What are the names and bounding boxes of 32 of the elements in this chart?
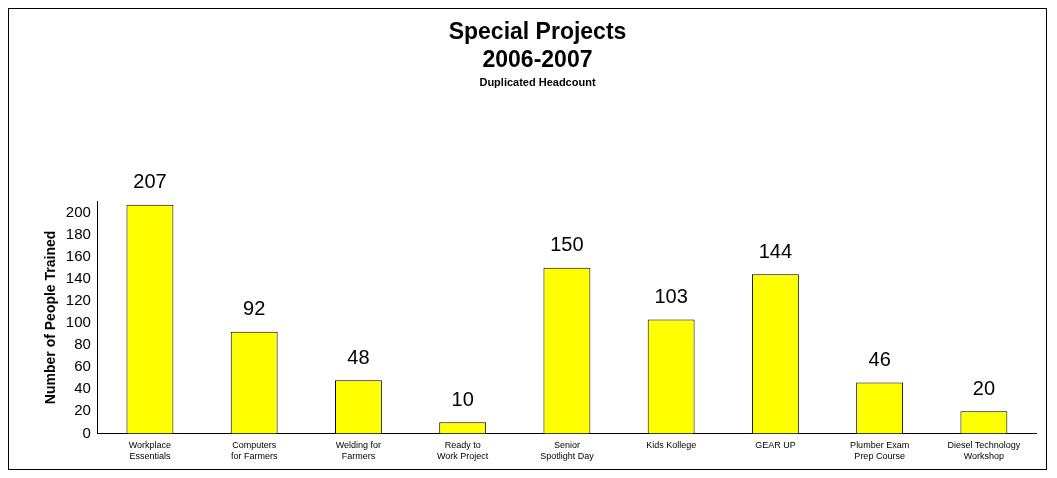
x-tick-label: Diesel Technology Workshop — [947, 440, 1021, 462]
y-tick-label: 160 — [65, 246, 91, 264]
y-tick-label: 20 — [74, 401, 91, 419]
data-label: 144 — [758, 239, 793, 262]
x-tick-label: Ready to Work Project — [436, 440, 489, 462]
x-tick-label: Plumber Exam Prep Course — [850, 440, 910, 462]
x-tick-label: Workplace Essentials — [128, 440, 172, 462]
x-tick-label: Computers for Farmers — [230, 440, 278, 462]
data-label: 150 — [550, 233, 584, 256]
x-tick-label: Kids Kollege — [646, 440, 697, 451]
x-tick-label: Senior Spotlight Day — [540, 440, 595, 462]
x-tick-label: GEAR UP — [755, 440, 796, 451]
data-label: 10 — [451, 387, 474, 410]
chart-subtitle: Duplicated Headcount — [479, 75, 596, 88]
y-tick-label: 140 — [65, 268, 91, 286]
data-label: 103 — [654, 285, 688, 308]
y-tick-label: 100 — [65, 313, 91, 331]
y-tick-label: 80 — [74, 335, 91, 353]
y-tick-label: 120 — [65, 290, 91, 308]
data-label: 48 — [347, 345, 370, 368]
y-tick-label: 40 — [74, 379, 91, 397]
data-label: 46 — [868, 348, 891, 371]
chart-title: Special Projects 2006-2007 — [448, 18, 627, 72]
data-label: 20 — [972, 376, 995, 399]
y-tick-label: 200 — [65, 202, 91, 220]
y-tick-label: 0 — [82, 423, 91, 441]
data-label: 207 — [133, 170, 167, 193]
x-tick-label: Welding for Farmers — [335, 440, 382, 462]
y-tick-label: 180 — [65, 224, 91, 242]
data-label: 92 — [243, 297, 266, 320]
y-tick-label: 60 — [74, 357, 91, 375]
y-axis-title: Number of People Trained — [42, 230, 59, 405]
